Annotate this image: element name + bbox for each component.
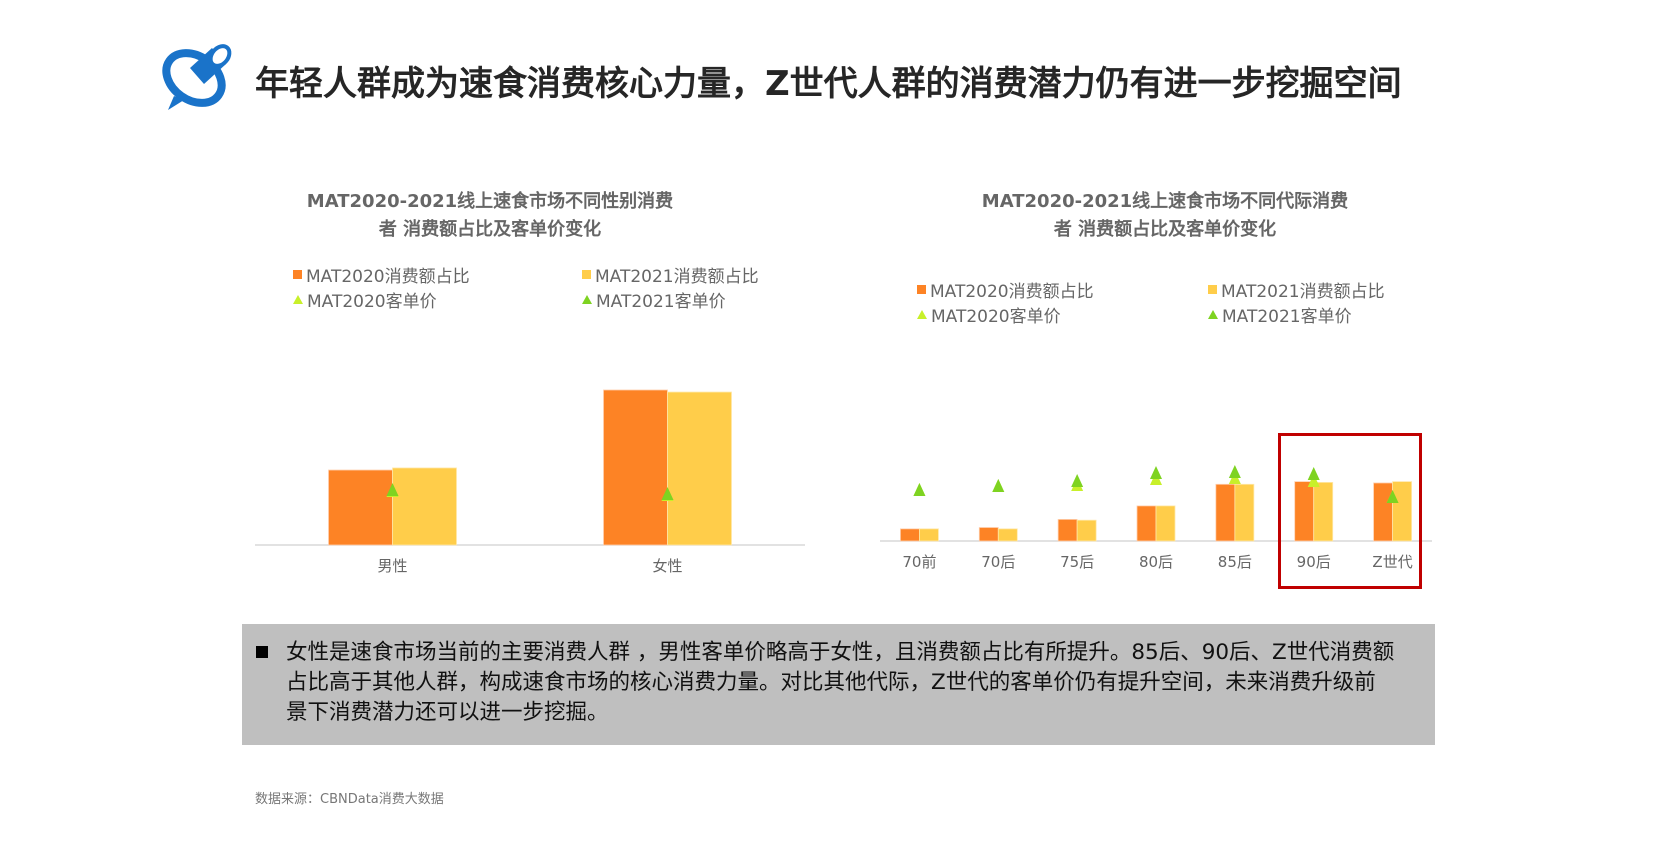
marker-mat2020-price	[1307, 474, 1320, 487]
marker-mat2021-price	[1307, 467, 1320, 480]
marker-mat2021-price	[1150, 466, 1162, 479]
highlight-box	[1278, 433, 1422, 589]
bar-mat2020-share	[978, 527, 999, 542]
page-title: 年轻人群成为速食消费核心力量，Z世代人群的消费潜力仍有进一步挖掘空间	[255, 64, 1402, 104]
bar-mat2020-share	[900, 528, 920, 542]
marker-mat2021-price	[1386, 490, 1399, 503]
legend-swatch-icon	[582, 270, 591, 279]
bar-mat2021-share	[1392, 481, 1412, 542]
bar-mat2021-share	[1076, 519, 1097, 542]
chart-title-line: MAT2020-2021线上速食市场不同性别消费	[306, 191, 674, 212]
bar-mat2020-share	[1136, 505, 1157, 542]
summary-box: 女性是速食市场当前的主要消费人群 ，男性客单价略高于女性，且消费额占比有所提升。…	[242, 624, 1435, 745]
triangle-marker-icon	[1208, 310, 1218, 319]
bar-mat2020-share	[1215, 483, 1236, 542]
triangle-marker-icon	[917, 310, 927, 319]
chart-title-line: 者 消费额占比及客单价变化	[1053, 219, 1277, 240]
legend-swatch-icon	[1208, 285, 1217, 294]
category-label: 80后	[1139, 553, 1173, 571]
marker-mat2021-price	[1071, 474, 1084, 487]
marker-mat2021-price	[386, 483, 399, 496]
category-label: Z世代	[1372, 553, 1412, 571]
category-label: 90后	[1297, 553, 1331, 571]
legend-share2021: MAT2021消费额占比	[582, 262, 759, 287]
marker-mat2021-price	[913, 483, 926, 496]
triangle-marker-icon	[582, 295, 592, 304]
category-label: 女性	[652, 557, 682, 575]
bullet-square-icon	[256, 646, 268, 658]
category-label: 70后	[981, 553, 1015, 571]
bar-mat2021-share	[997, 528, 1018, 542]
legend-label: MAT2020客单价	[931, 307, 1061, 327]
bar-mat2021-share	[392, 467, 457, 546]
legend-label: MAT2021消费额占比	[1221, 282, 1385, 302]
chart-title-generation: MAT2020-2021线上速食市场不同代际消费 者 消费额占比及客单价变化	[905, 188, 1425, 244]
legend-swatch-icon	[917, 285, 926, 294]
category-label: 85后	[1218, 553, 1252, 571]
category-label: 70前	[902, 553, 936, 571]
legend-label: MAT2021客单价	[596, 292, 726, 312]
marker-mat2021-price	[992, 479, 1005, 492]
legend-price2021: MAT2021客单价	[582, 287, 726, 312]
legend-share2021: MAT2021消费额占比	[1208, 277, 1385, 302]
brand-logo	[162, 44, 232, 110]
chart-title-gender: MAT2020-2021线上速食市场不同性别消费 者 消费额占比及客单价变化	[230, 188, 750, 244]
category-label: 75后	[1060, 553, 1094, 571]
marker-mat2021-price	[1228, 465, 1241, 478]
bar-mat2021-share	[919, 528, 939, 542]
legend-label: MAT2021客单价	[1222, 307, 1352, 327]
legend-price2020: MAT2020客单价	[917, 302, 1061, 327]
bar-mat2020-share	[1057, 519, 1078, 542]
legend-swatch-icon	[293, 270, 302, 279]
bar-mat2021-share	[667, 391, 732, 546]
category-label: 男性	[377, 557, 407, 575]
triangle-marker-icon	[293, 295, 303, 304]
legend-label: MAT2020消费额占比	[306, 267, 470, 287]
chart-title-line: 者 消费额占比及客单价变化	[378, 219, 602, 240]
data-source: 数据来源：CBNData消费大数据	[255, 792, 444, 807]
legend-share2020: MAT2020消费额占比	[917, 277, 1094, 302]
legend-price2020: MAT2020客单价	[293, 287, 437, 312]
legend-label: MAT2020客单价	[307, 292, 437, 312]
bar-mat2020-share	[603, 389, 668, 546]
bar-mat2021-share	[1234, 483, 1255, 542]
bar-mat2021-share	[1313, 482, 1334, 542]
bar-mat2020-share	[328, 469, 393, 546]
bar-mat2021-share	[1155, 505, 1176, 542]
legend-price2021: MAT2021客单价	[1208, 302, 1352, 327]
legend-label: MAT2021消费额占比	[595, 267, 759, 287]
legend-share2020: MAT2020消费额占比	[293, 262, 470, 287]
chart-title-line: MAT2020-2021线上速食市场不同代际消费	[981, 191, 1349, 212]
legend-label: MAT2020消费额占比	[930, 282, 1094, 302]
marker-mat2021-price	[661, 487, 674, 500]
summary-text: 女性是速食市场当前的主要消费人群 ，男性客单价略高于女性，且消费额占比有所提升。…	[286, 640, 1395, 725]
